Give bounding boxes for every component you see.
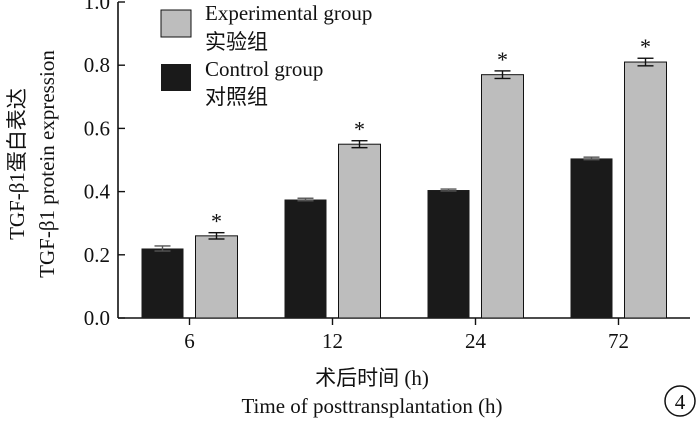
x-tick-label: 12 [322, 329, 343, 353]
y-tick-label: 0.4 [84, 180, 111, 204]
significance-marker: * [211, 209, 222, 234]
panel-label: 4 [675, 390, 686, 414]
legend-label-control-cn: 对照组 [205, 85, 268, 109]
y-axis-label: TGF-β1 protein expression [35, 50, 59, 278]
x-tick-label: 24 [465, 329, 487, 353]
legend-swatch-control [161, 64, 191, 91]
y-tick-label: 0.2 [84, 243, 110, 267]
bar-control [570, 158, 613, 318]
x-axis-label: Time of posttransplantation (h) [241, 394, 502, 418]
bar-experimental [195, 235, 238, 319]
bar-experimental [338, 143, 381, 319]
y-tick-label: 1.0 [84, 0, 110, 14]
bar-control [141, 248, 184, 318]
legend-label-experimental: Experimental group [205, 1, 372, 25]
legend-label-control: Control group [205, 57, 323, 81]
panel-label-circle [664, 385, 696, 417]
y-tick-label: 0.6 [84, 116, 110, 140]
significance-marker: * [640, 34, 651, 59]
plot-area: 0.0 0.2 0.4 0.6 0.8 1.0 6 * 12 * 24 * 72 * [84, 0, 690, 353]
y-tick-label: 0.8 [84, 53, 110, 77]
legend-swatch-experimental [160, 9, 192, 38]
x-tick-label: 6 [184, 329, 195, 353]
bar-control [427, 190, 470, 318]
bar-experimental [624, 61, 667, 319]
significance-marker: * [354, 117, 365, 142]
significance-marker: * [497, 47, 508, 72]
x-axis-label-cn: 术后时间 (h) [315, 366, 429, 390]
y-tick-label: 0.0 [84, 306, 110, 330]
x-tick-label: 72 [608, 329, 629, 353]
bar-experimental [481, 74, 524, 319]
bar-control [284, 199, 327, 318]
y-axis-label-cn: TGF-β1蛋白表达 [5, 88, 29, 240]
legend-label-experimental-cn: 实验组 [205, 30, 268, 54]
